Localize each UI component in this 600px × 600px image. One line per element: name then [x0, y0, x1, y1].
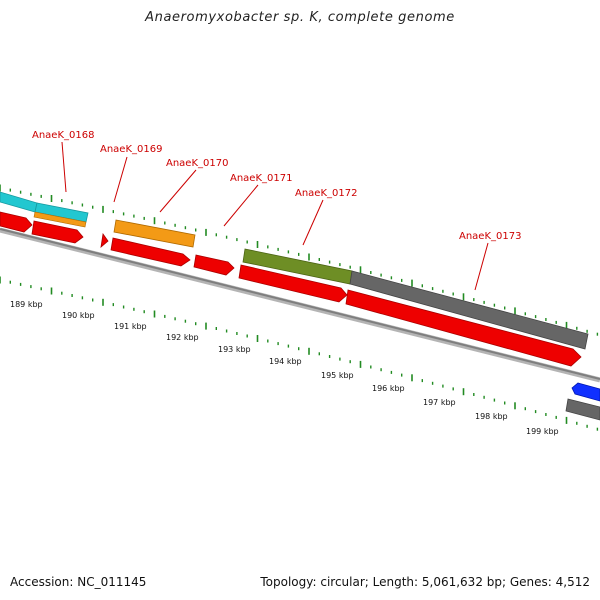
gene-label-0169[interactable]: AnaeK_0169 [100, 144, 162, 155]
cds-arrow-2 [31, 220, 84, 244]
cds-arrow-5 [193, 254, 235, 276]
callout-line-0169 [113, 156, 128, 203]
orange-feature-bar [113, 219, 196, 248]
kbp-label-193: 193 kbp [218, 345, 251, 354]
gene-label-0173[interactable]: AnaeK_0173 [459, 231, 521, 242]
gene-label-0171[interactable]: AnaeK_0171 [230, 173, 292, 184]
kbp-label-195: 195 kbp [321, 371, 354, 380]
lower-tick-track [0, 276, 599, 431]
accession-text: Accession: NC_011145 [10, 575, 147, 589]
kbp-label-197: 197 kbp [423, 398, 456, 407]
upper-tick-track [0, 184, 599, 336]
gene-label-0168[interactable]: AnaeK_0168 [32, 130, 94, 141]
callout-line-0172 [302, 199, 324, 246]
cds-arrow-1 [0, 211, 33, 233]
kbp-label-196: 196 kbp [372, 384, 405, 393]
callout-line-0168 [61, 141, 67, 193]
kbp-label-194: 194 kbp [269, 357, 302, 366]
gray-feature-bar-2 [565, 398, 600, 421]
gene-label-0172[interactable]: AnaeK_0172 [295, 188, 357, 199]
blue-feature-arrow [571, 382, 600, 402]
kbp-label-190: 190 kbp [62, 311, 95, 320]
cds-arrow-3 [100, 232, 109, 249]
gene-label-0170[interactable]: AnaeK_0170 [166, 158, 228, 169]
genome-backbone [0, 228, 600, 380]
cds-arrow-4 [110, 237, 191, 267]
gray-feature-bar [349, 270, 589, 350]
callout-line-0173 [474, 242, 489, 291]
cds-arrow-7 [345, 289, 582, 367]
orange-feature-bar-small [33, 211, 87, 228]
map-title: Anaeromyxobacter sp. K, complete genome [145, 10, 455, 25]
kbp-label-191: 191 kbp [114, 322, 147, 331]
genome-summary-text: Topology: circular; Length: 5,061,632 bp… [260, 575, 590, 589]
callout-line-0170 [159, 169, 197, 213]
kbp-label-199: 199 kbp [526, 427, 559, 436]
kbp-label-189: 189 kbp [10, 300, 43, 309]
callout-line-0171 [223, 184, 259, 227]
kbp-label-192: 192 kbp [166, 333, 199, 342]
cds-arrow-6 [238, 264, 348, 303]
kbp-label-198: 198 kbp [475, 412, 508, 421]
